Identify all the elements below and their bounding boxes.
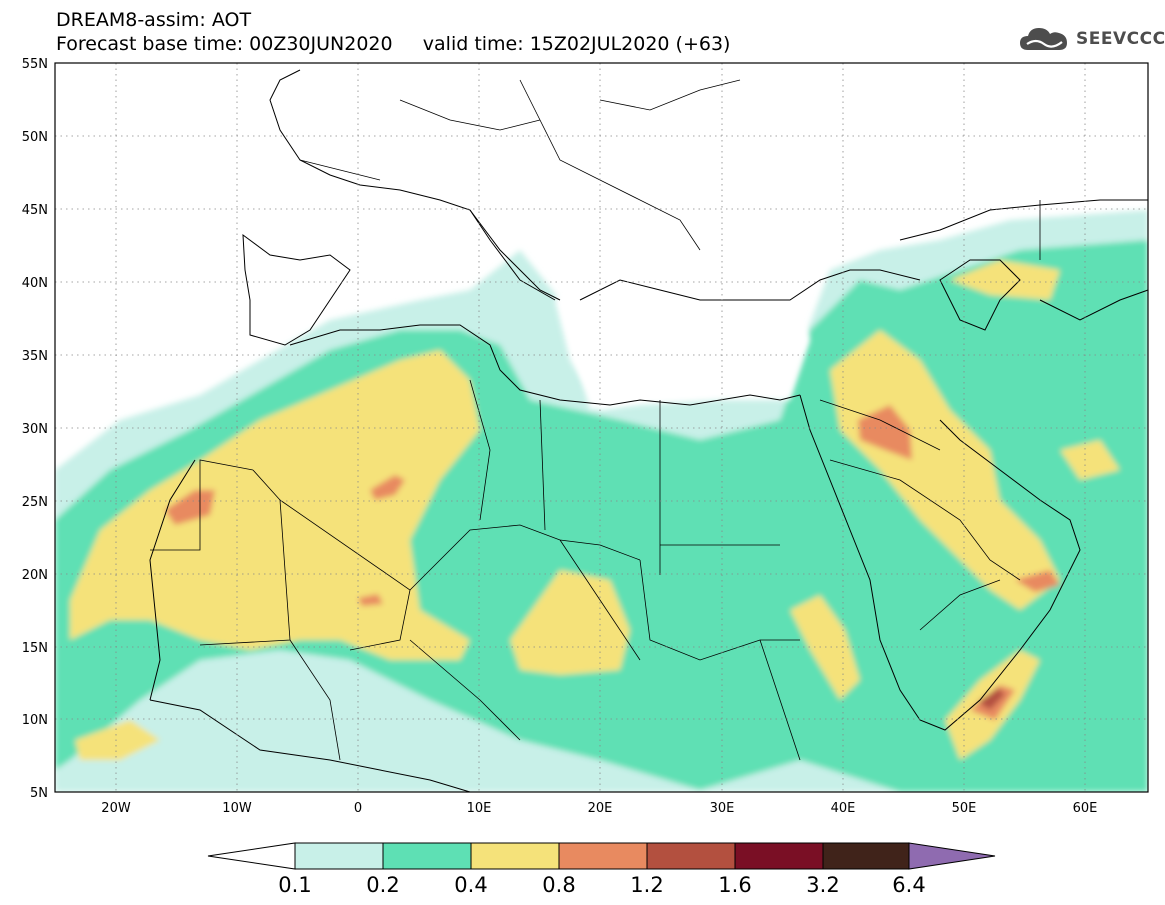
colorbar-swatch bbox=[822, 842, 910, 870]
colorbar-swatch bbox=[734, 842, 824, 870]
lon-tick: 40E bbox=[831, 801, 856, 816]
logo: SEEVCCC bbox=[1018, 22, 1165, 56]
aot-band-0.4-gulf bbox=[1060, 440, 1120, 480]
colorbar-swatch bbox=[382, 842, 472, 870]
lat-tick: 25N bbox=[22, 495, 48, 510]
lon-tick: 0 bbox=[354, 801, 362, 816]
colorbar-swatch bbox=[646, 842, 736, 870]
colorbar-label: 0.4 bbox=[454, 873, 487, 897]
colorbar-swatch bbox=[558, 842, 648, 870]
colorbar-label: 0.8 bbox=[542, 873, 575, 897]
lon-tick: 30E bbox=[710, 801, 735, 816]
coastlines bbox=[149, 69, 1149, 793]
colorbar-label: 0.1 bbox=[278, 873, 311, 897]
lat-tick: 35N bbox=[22, 349, 48, 364]
cloud-icon bbox=[1020, 28, 1067, 50]
country-borders bbox=[150, 79, 1041, 761]
aot-band-0.4-west bbox=[70, 350, 480, 660]
aot-band-1.2-yemen bbox=[978, 688, 1005, 710]
forecast-time-line: Forecast base time: 00Z30JUN2020 valid t… bbox=[56, 33, 731, 55]
lat-tick: 20N bbox=[22, 568, 48, 583]
colorbar-over-arrow bbox=[908, 842, 996, 870]
aot-band-0.8-oman bbox=[1015, 570, 1060, 592]
lon-tick: 50E bbox=[952, 801, 977, 816]
lat-tick: 30N bbox=[22, 422, 48, 437]
colorbar-swatch bbox=[294, 842, 384, 870]
aot-band-0.8-westsahara bbox=[165, 490, 215, 525]
lon-tick: 60E bbox=[1073, 801, 1098, 816]
lon-tick: 20E bbox=[588, 801, 613, 816]
lat-axis: 55N 50N 45N 40N 35N 30N 25N 20N 15N 10N … bbox=[22, 57, 48, 801]
map-frame bbox=[54, 62, 1149, 793]
lat-tick: 55N bbox=[22, 57, 48, 72]
colorbar-label: 0.2 bbox=[366, 873, 399, 897]
colorbar-swatch bbox=[470, 842, 560, 870]
aot-band-0.8-iraq bbox=[858, 405, 912, 460]
graticule bbox=[55, 63, 1148, 792]
aot-band-0.4-central bbox=[510, 570, 630, 675]
clear-mediterranean bbox=[555, 260, 810, 410]
lat-tick: 40N bbox=[22, 276, 48, 291]
aot-band-0.4-sudan bbox=[790, 595, 860, 700]
lat-tick: 15N bbox=[22, 641, 48, 656]
lon-tick: 10E bbox=[467, 801, 492, 816]
lat-tick: 45N bbox=[22, 203, 48, 218]
lon-tick: 20W bbox=[101, 801, 131, 816]
colorbar-label: 6.4 bbox=[892, 873, 925, 897]
aot-band-0.8-algeria bbox=[370, 475, 405, 500]
lon-axis: 20W 10W 0 10E 20E 30E 40E 50E 60E bbox=[101, 801, 1097, 816]
aot-band-0.4-sw bbox=[75, 720, 160, 760]
logo-text: SEEVCCC bbox=[1076, 29, 1165, 49]
map-title: DREAM8-assim: AOT bbox=[56, 9, 252, 31]
colorbar: 0.1 0.2 0.4 0.8 1.2 1.6 3.2 6.4 bbox=[207, 842, 996, 897]
lat-tick: 10N bbox=[22, 713, 48, 728]
colorbar-under-arrow bbox=[207, 842, 296, 870]
aot-band-0.4-east bbox=[830, 330, 1060, 610]
lon-tick: 10W bbox=[222, 801, 252, 816]
colorbar-label: 1.2 bbox=[630, 873, 663, 897]
aot-field bbox=[55, 63, 1148, 792]
aot-band-0.4-caspian bbox=[950, 260, 1060, 300]
colorbar-label: 3.2 bbox=[806, 873, 839, 897]
colorbar-label: 1.6 bbox=[718, 873, 751, 897]
aot-band-0.8-niger bbox=[358, 594, 383, 606]
lat-tick: 5N bbox=[30, 786, 48, 801]
lat-tick: 50N bbox=[22, 130, 48, 145]
